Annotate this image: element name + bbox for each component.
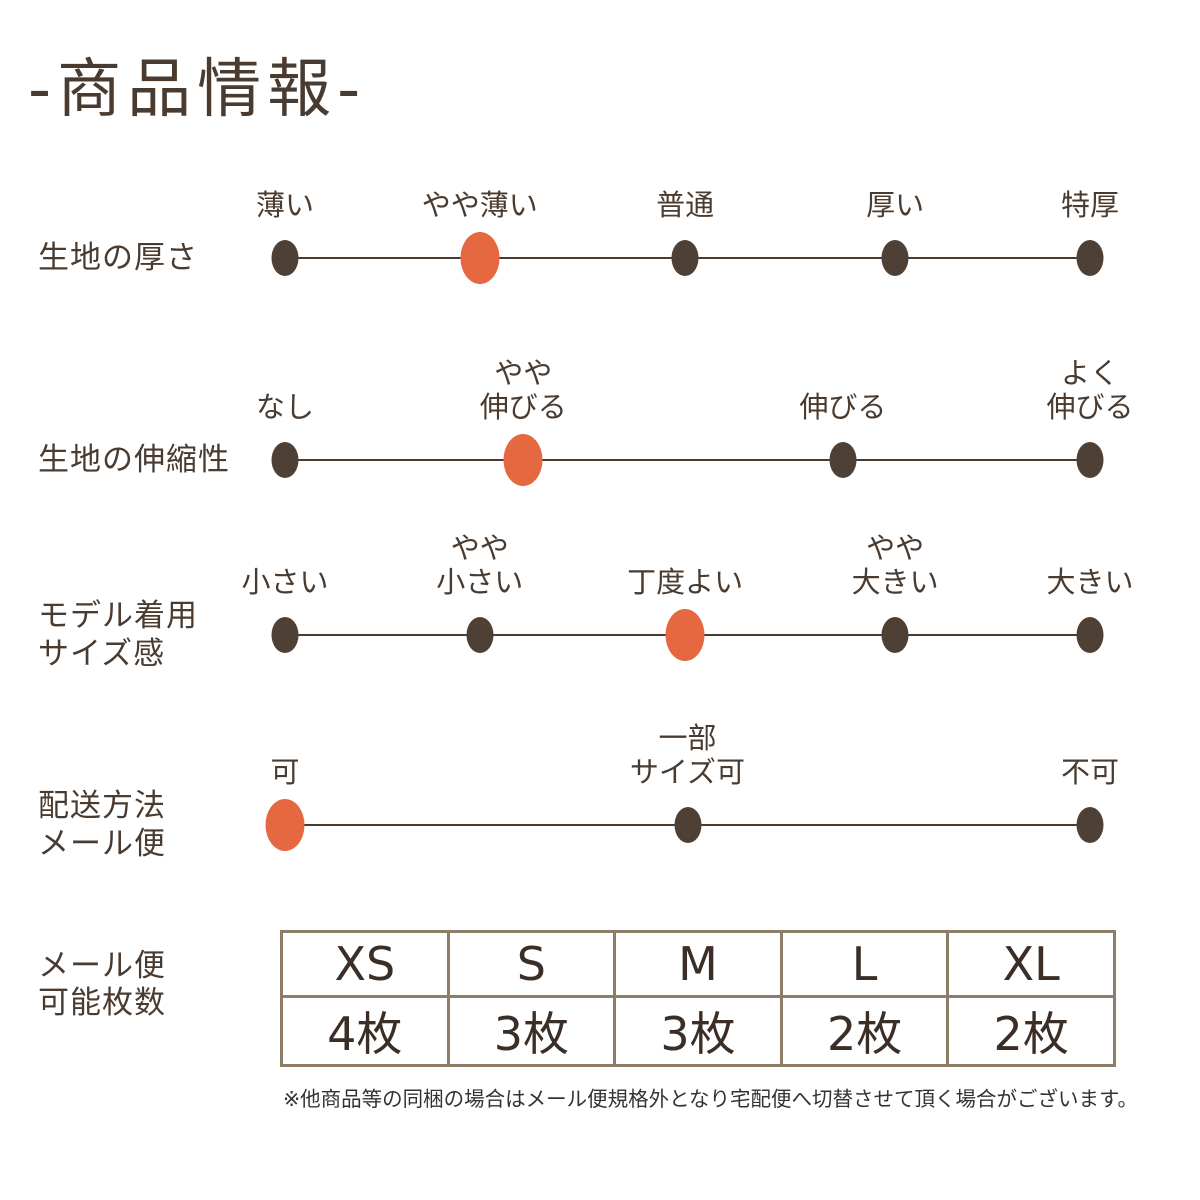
mail-capacity-label-line2: 可能枚数 (38, 985, 166, 1021)
scale-dot (671, 240, 699, 276)
scale-dot-selected (460, 232, 500, 284)
table-header-cell-l: L (779, 930, 950, 998)
table-value-cell-l: 2枚 (779, 995, 950, 1067)
page-title: -商品情報- (28, 53, 367, 127)
scale-row-label-0: 生地の厚さ (38, 240, 198, 276)
footnote: ※他商品等の同梱の場合はメール便規格外となり宅配便へ切替させて頂く場合がございま… (283, 1087, 1139, 1111)
scale-dot (881, 240, 909, 276)
scale-dot-selected (503, 434, 543, 486)
scale-option-label: 可 (270, 755, 300, 789)
scale-option-label: やや 伸びる (479, 356, 567, 424)
scale-option-label: 一部 サイズ可 (629, 721, 746, 789)
table-value-cell-xs: 4枚 (280, 995, 450, 1067)
table-header-cell-xl: XL (946, 930, 1116, 998)
scale-option-label: 薄い (255, 188, 315, 222)
scale-option-label: やや 大きい (851, 531, 939, 599)
scale-option-label: 大きい (1046, 565, 1134, 599)
table-header-cell-s: S (446, 930, 617, 998)
table-value-cell-xl: 2枚 (946, 995, 1116, 1067)
scale-dot (1076, 240, 1104, 276)
table-value-cell-s: 3枚 (446, 995, 617, 1067)
scale-row-label-3: 配送方法 メール便 (38, 788, 166, 862)
scale-row-label-1: 生地の伸縮性 (38, 442, 230, 478)
table-header-row: XS S M L XL (280, 930, 1116, 998)
scale-option-label: 丁度よい (627, 565, 744, 599)
mail-capacity-label: メール便 可能枚数 (38, 948, 166, 1022)
scale-option-label: 特厚 (1060, 188, 1120, 222)
scale-dot (1076, 807, 1104, 843)
scale-option-label: 厚い (866, 188, 925, 222)
table-header-cell-xs: XS (280, 930, 450, 998)
scale-dot (271, 442, 299, 478)
scale-dot (1076, 617, 1104, 653)
scale-dot (881, 617, 909, 653)
scale-dot (466, 617, 494, 653)
scale-option-label: よく 伸びる (1046, 356, 1134, 424)
scale-line-1 (285, 459, 1090, 461)
scale-option-label: 不可 (1060, 755, 1120, 789)
table-value-cell-m: 3枚 (613, 995, 783, 1067)
scale-option-label: 普通 (656, 188, 715, 222)
scale-dot (1076, 442, 1104, 478)
scale-dot (829, 442, 857, 478)
scale-option-label: やや 小さい (436, 531, 524, 599)
scale-option-label: 小さい (241, 565, 329, 599)
table-header-cell-m: M (613, 930, 783, 998)
scale-row-label-2: モデル着用 サイズ感 (38, 598, 198, 672)
scale-option-label: 伸びる (799, 390, 887, 424)
scale-option-label: やや薄い (421, 188, 538, 222)
scale-dot (674, 807, 701, 843)
mail-capacity-table: XS S M L XL 4枚 3枚 3枚 2枚 2枚 (280, 930, 1116, 1067)
scale-dot (271, 240, 299, 276)
scale-dot-selected (265, 799, 305, 851)
scale-dot (271, 617, 299, 653)
scale-option-label: なし (255, 390, 315, 424)
scale-dot-selected (665, 609, 705, 661)
table-value-row: 4枚 3枚 3枚 2枚 2枚 (280, 995, 1116, 1067)
mail-capacity-label-line1: メール便 (38, 948, 166, 984)
